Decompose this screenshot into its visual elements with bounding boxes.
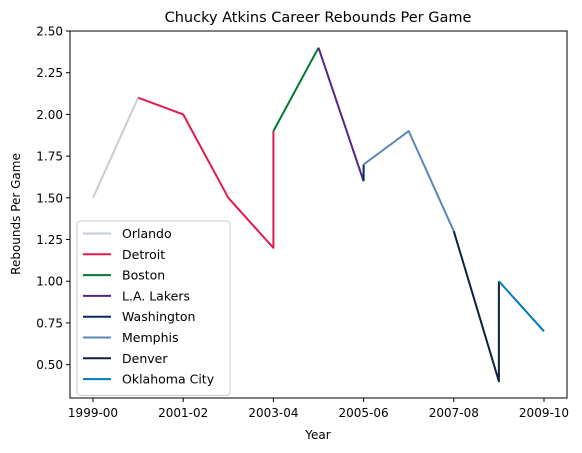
y-tick-label: 1.00 bbox=[36, 275, 63, 289]
legend: Orlando Detroit Boston L.A. Lakers Washingto… bbox=[76, 220, 231, 396]
x-axis-label: Year bbox=[304, 428, 330, 442]
y-tick-label: 1.25 bbox=[36, 233, 63, 247]
x-tick-label: 2009-10 bbox=[519, 406, 569, 420]
legend-frame bbox=[76, 220, 231, 396]
x-axis-ticks: 1999-00 2001-02 2003-04 2005-06 2007-08 2009-… bbox=[68, 398, 569, 420]
legend-label: Oklahoma City bbox=[122, 372, 215, 387]
series-line-memphis bbox=[363, 130, 455, 232]
y-tick-label: 1.75 bbox=[36, 150, 63, 164]
x-tick-label: 2003-04 bbox=[248, 406, 298, 420]
series-line-boston bbox=[272, 47, 320, 132]
legend-label: Memphis bbox=[122, 330, 179, 345]
legend-label: L.A. Lakers bbox=[122, 288, 190, 303]
y-tick-label: 2.00 bbox=[36, 108, 63, 122]
x-tick-label: 2001-02 bbox=[158, 406, 208, 420]
legend-label: Denver bbox=[122, 351, 168, 366]
series-line-denver bbox=[452, 230, 500, 383]
series-line-oklahoma-city bbox=[498, 280, 545, 332]
legend-label: Boston bbox=[122, 268, 165, 283]
x-tick-label: 2005-06 bbox=[339, 406, 389, 420]
chart-title: Chucky Atkins Career Rebounds Per Game bbox=[165, 10, 472, 26]
y-tick-label: 1.50 bbox=[36, 191, 63, 205]
plot-frame bbox=[69, 30, 568, 399]
y-axis-label: Rebounds Per Game bbox=[9, 153, 23, 275]
legend-label: Washington bbox=[122, 309, 195, 324]
legend-label: Detroit bbox=[122, 247, 165, 262]
y-axis-ticks: 0.50 0.75 1.00 1.25 1.50 1.75 2.00 2.25 2.50 bbox=[36, 25, 70, 372]
x-tick-label: 1999-00 bbox=[68, 406, 118, 420]
legend-label: Orlando bbox=[122, 226, 172, 241]
y-tick-label: 2.50 bbox=[36, 25, 63, 39]
series-layer bbox=[92, 47, 545, 383]
x-tick-label: 2007-08 bbox=[429, 406, 479, 420]
series-line-detroit bbox=[137, 96, 275, 249]
y-tick-label: 0.50 bbox=[36, 358, 63, 372]
series-line-orlando bbox=[92, 97, 140, 199]
y-tick-label: 2.25 bbox=[36, 66, 63, 80]
series-line-l-a-lakers bbox=[317, 47, 365, 182]
y-tick-label: 0.75 bbox=[36, 316, 63, 330]
